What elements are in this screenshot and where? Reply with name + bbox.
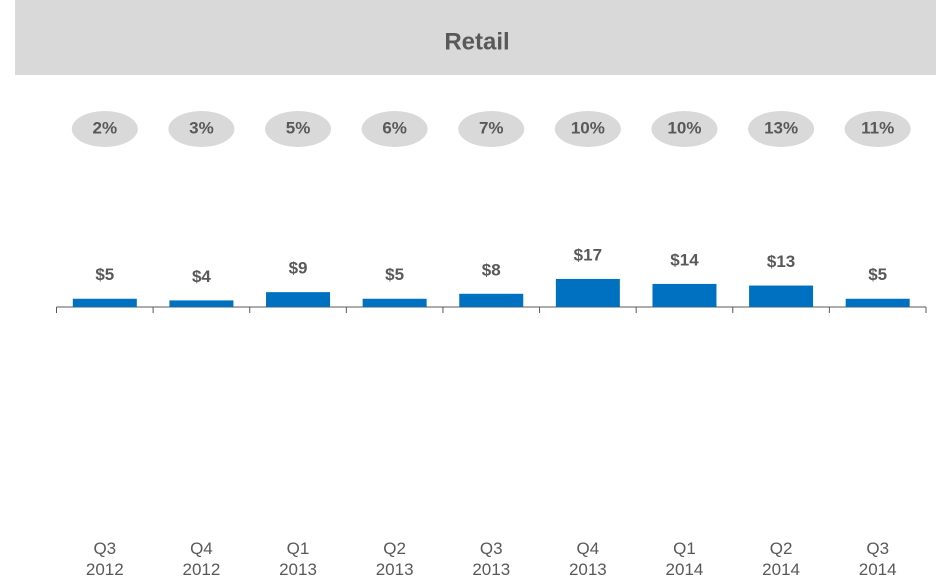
x-tick-label: Q4 2012 [182, 539, 221, 579]
percent-bubble [265, 111, 332, 147]
percent-bubble [748, 111, 815, 147]
percent-bubble [168, 111, 235, 147]
x-tick-label: Q1 2014 [665, 539, 704, 579]
percent-label: 5% [286, 118, 311, 137]
bar [362, 298, 427, 307]
percent-label: 6% [382, 118, 407, 137]
value-label: $9 [289, 259, 308, 278]
percent-label: 11% [861, 118, 894, 137]
percent-label: 10% [571, 118, 605, 137]
percent-bubble [458, 111, 525, 147]
x-tick-label: Q3 2014 [858, 539, 897, 579]
percent-label: 10% [667, 118, 701, 137]
bar [652, 283, 717, 307]
value-label: $8 [482, 260, 501, 279]
percent-label: 3% [189, 118, 214, 137]
x-tick-label: Q2 2013 [375, 539, 414, 579]
bar [749, 285, 814, 307]
percent-bubble [651, 111, 718, 147]
percent-bubble [554, 111, 621, 147]
percent-label: 7% [479, 118, 504, 137]
bar [459, 293, 524, 307]
x-tick-label: Q1 2013 [279, 539, 317, 579]
bar [845, 298, 910, 307]
percent-bubble [844, 111, 911, 147]
x-tick-label: Q3 2013 [472, 539, 511, 579]
bar [266, 292, 331, 307]
value-label: $13 [767, 252, 795, 271]
x-tick-label: Q3 2012 [85, 539, 124, 579]
x-tick-label: Q2 2014 [762, 539, 800, 579]
value-label: $17 [574, 245, 602, 264]
bar [72, 298, 137, 307]
bar [169, 300, 234, 307]
value-label: $5 [385, 265, 404, 284]
value-label: $5 [868, 265, 887, 284]
chart-title: Retail [444, 28, 509, 55]
value-label: $4 [192, 267, 211, 286]
x-tick-label: Q4 2013 [568, 539, 607, 579]
percent-label: 13% [764, 118, 798, 137]
title-bar [15, 0, 936, 75]
value-label: $14 [670, 250, 699, 269]
value-label: $5 [95, 265, 114, 284]
bar [555, 278, 620, 307]
percent-bubble [71, 111, 138, 147]
percent-bubble [361, 111, 428, 147]
percent-label: 2% [93, 118, 118, 137]
